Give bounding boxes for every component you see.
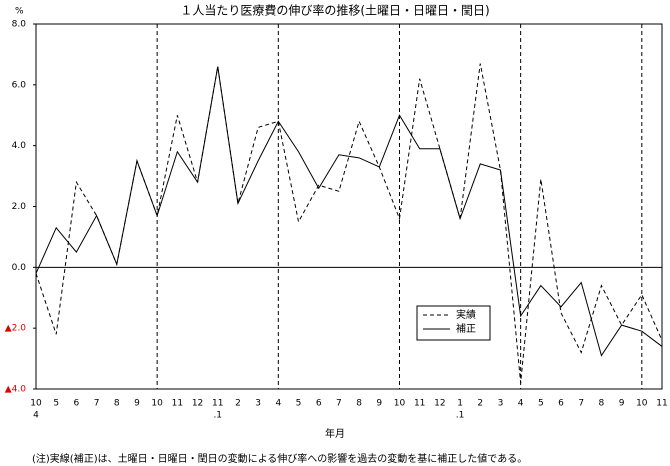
x-tick-label: 6	[316, 399, 322, 409]
y-tick-label: 6.0	[12, 80, 27, 90]
x-tick-label: 9	[134, 399, 140, 409]
x-tick-label: 11	[414, 399, 425, 409]
x-sublabel: 4	[33, 411, 39, 421]
x-tick-label: 5	[538, 399, 544, 409]
x-tick-label: 2	[477, 399, 483, 409]
plot-frame	[35, 23, 663, 390]
x-tick-label: 7	[336, 399, 342, 409]
x-tick-label: 3	[255, 399, 261, 409]
y-tick-label: 8.0	[12, 20, 27, 30]
x-tick-label: 8	[599, 399, 605, 409]
x-tick-label: 11	[172, 399, 183, 409]
x-tick-label: 6	[558, 399, 564, 409]
x-tick-label: 10	[636, 399, 648, 409]
x-tick-label: 7	[94, 399, 100, 409]
y-tick-label: 0.0	[12, 263, 27, 273]
x-tick-label: 4	[275, 399, 281, 409]
x-axis-label: 年月	[325, 427, 345, 440]
legend-box	[416, 305, 491, 341]
x-sublabel: .1	[213, 411, 222, 421]
x-tick-label: 9	[619, 399, 625, 409]
x-tick-label: 2	[235, 399, 241, 409]
x-tick-label: 12	[434, 399, 445, 409]
x-tick-label: 8	[356, 399, 362, 409]
x-tick-label: 11	[212, 399, 223, 409]
x-tick-label: 5	[53, 399, 59, 409]
y-tick-label: ▲4.0	[5, 385, 27, 395]
series-line	[35, 63, 663, 383]
x-tick-label: 10	[151, 399, 163, 409]
x-tick-label: 7	[578, 399, 584, 409]
x-tick-label: 1	[457, 399, 463, 409]
x-tick-label: 12	[192, 399, 203, 409]
y-tick-label: 2.0	[12, 202, 27, 212]
y-tick-label: 4.0	[12, 141, 27, 151]
x-tick-label: 8	[114, 399, 120, 409]
x-tick-label: 5	[296, 399, 302, 409]
chart-title: １人当たり医療費の伸び率の推移(土曜日・日曜日・閏日)	[180, 3, 489, 18]
x-tick-label: 11	[656, 399, 667, 409]
x-sublabel: .1	[456, 411, 465, 421]
legend-label: 補正	[456, 322, 476, 335]
x-tick-label: 9	[376, 399, 382, 409]
x-tick-label: 10	[30, 399, 42, 409]
y-tick-label: ▲2.0	[5, 324, 27, 334]
x-tick-label: 10	[394, 399, 406, 409]
legend-label: 実績	[456, 308, 476, 321]
unit-label: %	[15, 7, 24, 17]
x-tick-label: 3	[498, 399, 504, 409]
footnote: (注)実線(補正)は、土曜日・日曜日・閏日の変動による伸び率への影響を過去の変動…	[32, 452, 527, 465]
series-line	[35, 66, 663, 357]
x-tick-label: 4	[518, 399, 524, 409]
x-tick-label: 6	[74, 399, 80, 409]
